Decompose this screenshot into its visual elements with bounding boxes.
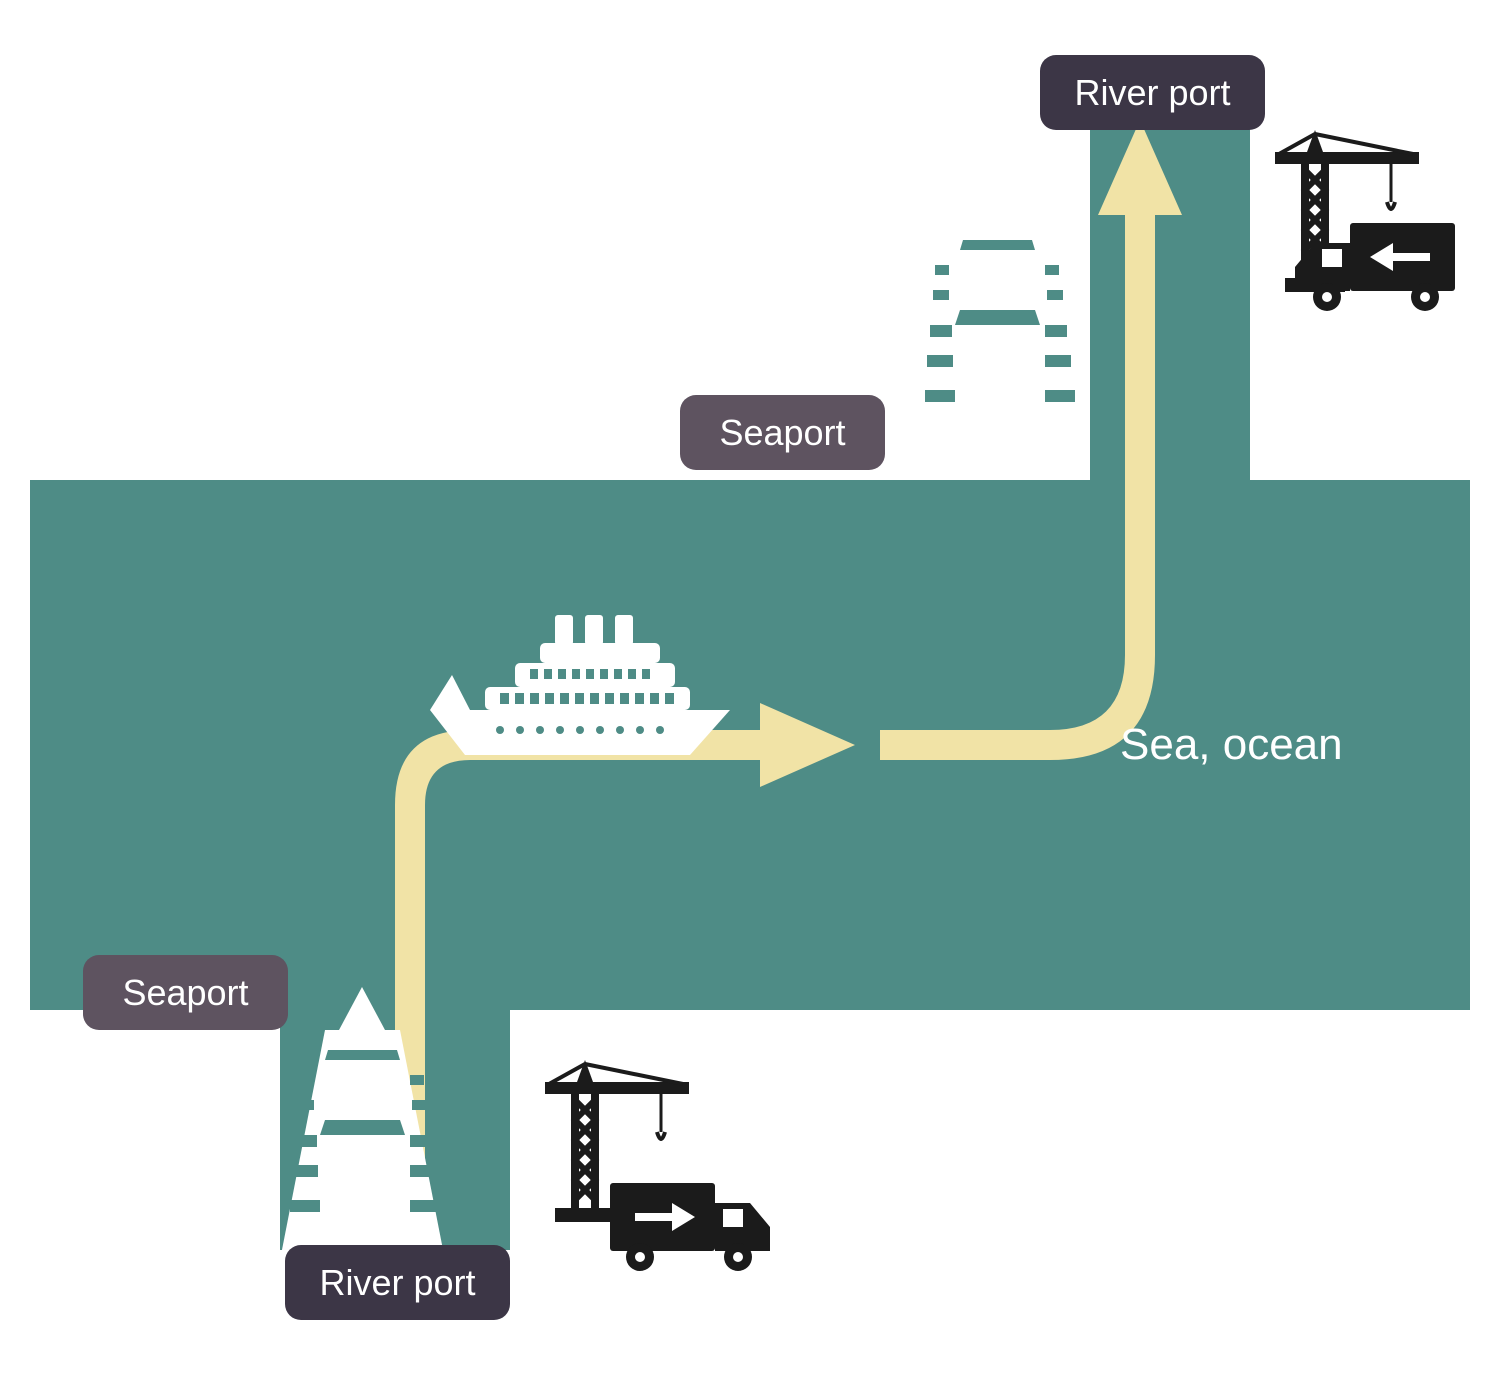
river-port-bottom-label: River port	[285, 1245, 510, 1320]
ship-icon	[915, 177, 1080, 450]
diagram-canvas: River port Seaport Seaport River port Se…	[0, 0, 1500, 1392]
seaport-top-label: Seaport	[680, 395, 885, 470]
water-body	[30, 120, 1470, 1250]
diagram-svg	[0, 0, 1500, 1392]
truck-icon	[610, 1183, 770, 1271]
sea-ocean-label: Sea, ocean	[1120, 720, 1343, 770]
seaport-bottom-label: Seaport	[83, 955, 288, 1030]
river-port-top-label: River port	[1040, 55, 1265, 130]
